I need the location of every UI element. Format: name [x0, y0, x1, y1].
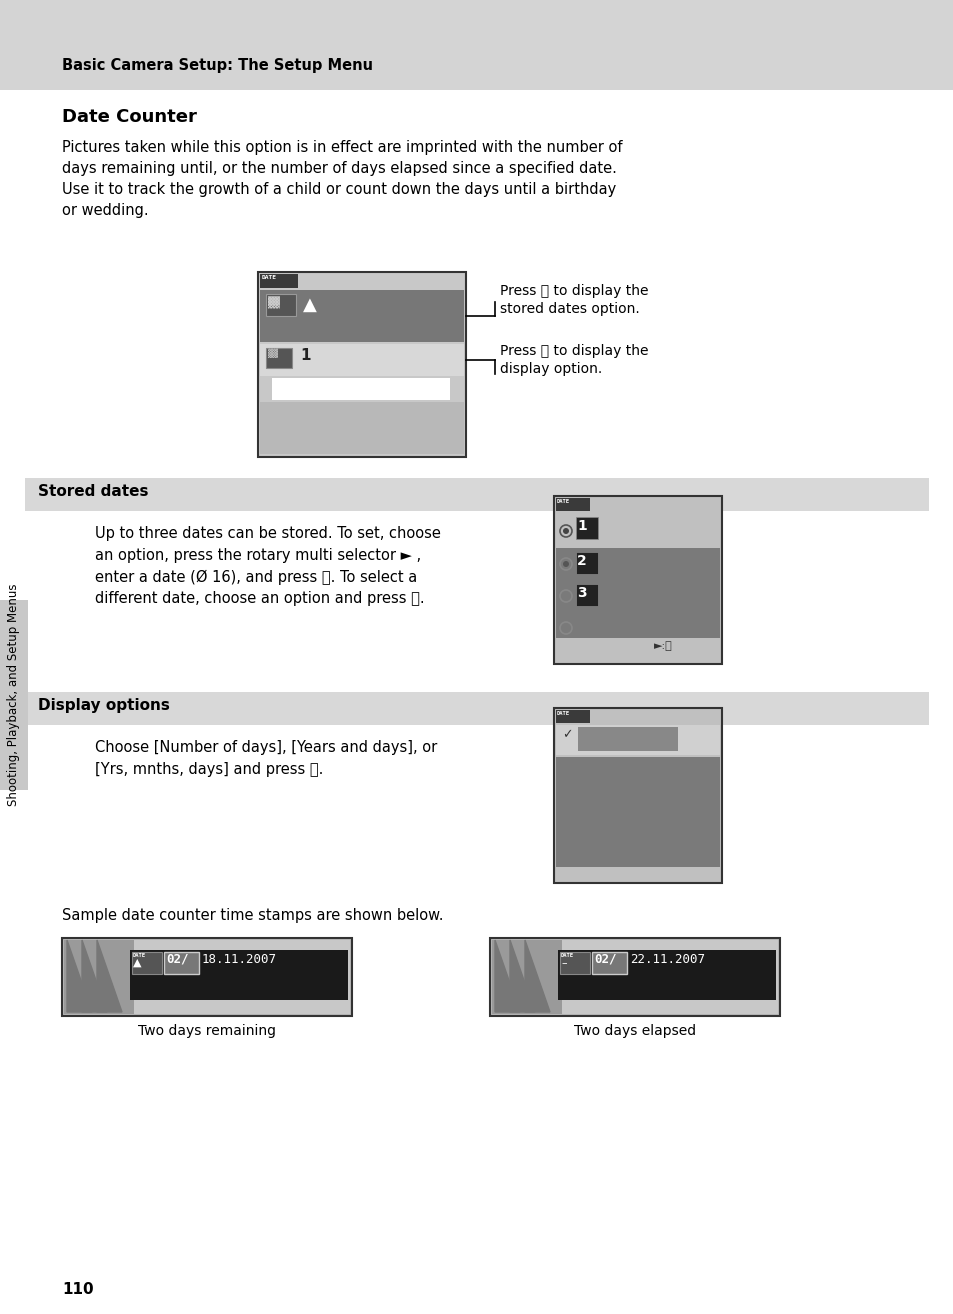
FancyBboxPatch shape — [556, 867, 720, 880]
FancyBboxPatch shape — [0, 600, 28, 790]
FancyBboxPatch shape — [268, 296, 280, 305]
FancyBboxPatch shape — [272, 378, 450, 399]
Text: –: – — [560, 958, 566, 968]
Text: 1: 1 — [577, 519, 586, 533]
Polygon shape — [510, 940, 535, 1012]
Text: Two days remaining: Two days remaining — [138, 1024, 275, 1038]
FancyBboxPatch shape — [25, 692, 928, 725]
Polygon shape — [495, 940, 519, 1012]
FancyBboxPatch shape — [64, 940, 350, 1014]
Text: 02/: 02/ — [166, 953, 189, 966]
Text: Choose [Number of days], [Years and days], or
[Yrs, mnths, days] and press ⒪.: Choose [Number of days], [Years and days… — [95, 740, 436, 777]
FancyBboxPatch shape — [257, 272, 465, 457]
Text: Press ⒪ to display the
stored dates option.: Press ⒪ to display the stored dates opti… — [499, 284, 648, 317]
Text: Press ⒪ to display the
display option.: Press ⒪ to display the display option. — [499, 344, 648, 376]
Text: ▲: ▲ — [132, 958, 141, 968]
FancyBboxPatch shape — [576, 516, 598, 539]
FancyBboxPatch shape — [25, 478, 928, 511]
FancyBboxPatch shape — [492, 940, 778, 1014]
FancyBboxPatch shape — [266, 348, 292, 368]
Text: ▓▓: ▓▓ — [268, 350, 277, 359]
FancyBboxPatch shape — [556, 710, 589, 723]
FancyBboxPatch shape — [266, 294, 295, 315]
FancyBboxPatch shape — [576, 552, 598, 574]
Text: 2: 2 — [577, 555, 586, 568]
FancyBboxPatch shape — [132, 953, 162, 974]
FancyBboxPatch shape — [556, 498, 589, 511]
FancyBboxPatch shape — [556, 725, 720, 756]
Text: DATE: DATE — [132, 953, 146, 958]
Text: ✓: ✓ — [561, 728, 572, 741]
Text: DATE: DATE — [560, 953, 574, 958]
FancyBboxPatch shape — [0, 0, 953, 89]
Text: Pictures taken while this option is in effect are imprinted with the number of
d: Pictures taken while this option is in e… — [62, 141, 622, 218]
Text: Date Counter: Date Counter — [62, 108, 196, 126]
FancyBboxPatch shape — [490, 938, 780, 1016]
Text: 3: 3 — [577, 586, 586, 600]
Text: Stored dates: Stored dates — [38, 484, 149, 499]
Text: Shooting, Playback, and Setup Menus: Shooting, Playback, and Setup Menus — [8, 583, 20, 807]
FancyBboxPatch shape — [492, 940, 561, 1014]
Circle shape — [562, 528, 568, 533]
FancyBboxPatch shape — [62, 938, 352, 1016]
FancyBboxPatch shape — [559, 953, 589, 974]
Text: DATE: DATE — [557, 499, 569, 505]
FancyBboxPatch shape — [556, 512, 720, 639]
Polygon shape — [97, 940, 122, 1012]
FancyBboxPatch shape — [554, 708, 721, 883]
Text: Sample date counter time stamps are shown below.: Sample date counter time stamps are show… — [62, 908, 443, 922]
FancyBboxPatch shape — [260, 344, 463, 376]
Polygon shape — [82, 940, 107, 1012]
FancyBboxPatch shape — [556, 757, 720, 867]
Text: ▲: ▲ — [303, 296, 316, 314]
FancyBboxPatch shape — [164, 953, 199, 974]
Polygon shape — [524, 940, 550, 1012]
FancyBboxPatch shape — [592, 953, 626, 974]
Text: ►:⒪: ►:⒪ — [654, 641, 672, 650]
FancyBboxPatch shape — [260, 402, 463, 455]
Text: Two days elapsed: Two days elapsed — [574, 1024, 696, 1038]
Text: 110: 110 — [62, 1282, 93, 1297]
FancyBboxPatch shape — [556, 512, 720, 548]
Text: 18.11.2007: 18.11.2007 — [202, 953, 276, 966]
Polygon shape — [67, 940, 91, 1012]
FancyBboxPatch shape — [554, 495, 721, 664]
Text: 1: 1 — [299, 348, 310, 363]
Text: 02/: 02/ — [594, 953, 616, 966]
Text: Up to three dates can be stored. To set, choose
an option, press the rotary mult: Up to three dates can be stored. To set,… — [95, 526, 440, 606]
FancyBboxPatch shape — [260, 275, 297, 288]
Text: ▓▓: ▓▓ — [268, 296, 279, 307]
Circle shape — [562, 561, 568, 568]
Text: Display options: Display options — [38, 698, 170, 714]
FancyBboxPatch shape — [558, 950, 775, 1000]
FancyBboxPatch shape — [130, 950, 348, 1000]
FancyBboxPatch shape — [576, 583, 598, 606]
Text: DATE: DATE — [262, 275, 276, 280]
Text: Basic Camera Setup: The Setup Menu: Basic Camera Setup: The Setup Menu — [62, 58, 373, 74]
FancyBboxPatch shape — [64, 940, 133, 1014]
FancyBboxPatch shape — [268, 296, 280, 305]
Text: DATE: DATE — [557, 711, 569, 716]
FancyBboxPatch shape — [260, 290, 463, 342]
Text: 22.11.2007: 22.11.2007 — [629, 953, 704, 966]
FancyBboxPatch shape — [578, 727, 678, 752]
FancyBboxPatch shape — [556, 639, 720, 660]
